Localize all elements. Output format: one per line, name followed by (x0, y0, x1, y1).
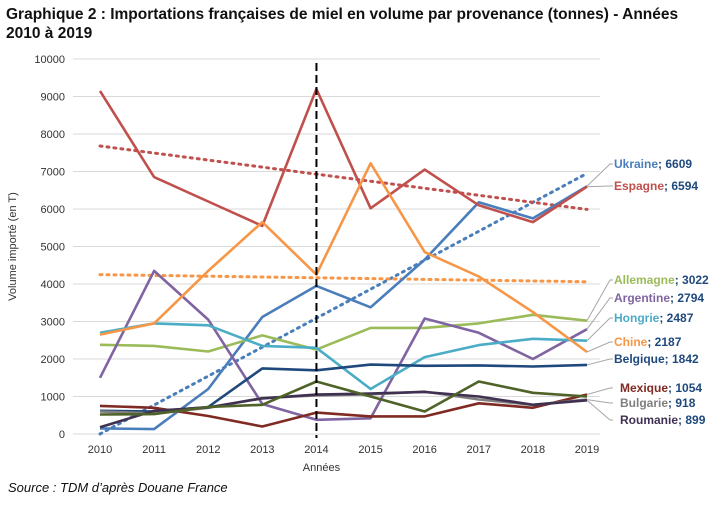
series-end-label-value: ; 918 (668, 396, 696, 410)
label-leader-line (586, 341, 613, 353)
series-line-roumanie (99, 390, 588, 429)
series-end-label-name: Chine (614, 335, 648, 349)
series-end-label-value: ; 6609 (658, 157, 692, 171)
x-tick-label: 2018 (521, 444, 545, 456)
label-leader-line (586, 358, 613, 366)
end-labels: Ukraine; 6609 Espagne; 6594 Allemagne; 302… (586, 157, 709, 427)
series-end-label-name: Hongrie (614, 311, 660, 325)
y-tick-label: 4000 (41, 279, 65, 291)
y-tick-label: 3000 (41, 317, 65, 329)
series-end-label: Roumanie; 899 (620, 413, 706, 427)
series-line-ukraine (99, 185, 588, 431)
label-leader-line (586, 185, 613, 188)
grid (73, 58, 600, 435)
series-end-label: Mexique; 1054 (620, 381, 702, 395)
x-axis-label: Années (303, 462, 341, 474)
label-leader-line (586, 399, 613, 421)
series-end-label: Belgique; 1842 (614, 352, 699, 366)
series-end-label: Ukraine; 6609 (614, 157, 692, 171)
x-tick-label: 2015 (358, 444, 382, 456)
label-leader-line (586, 399, 613, 404)
trendline-chine (98, 273, 589, 284)
x-tick-label: 2012 (196, 444, 220, 456)
trendlines (98, 144, 589, 436)
x-tick-label: 2011 (142, 444, 166, 456)
label-leader-line (586, 163, 613, 187)
series-end-label-value: ; 899 (678, 413, 706, 427)
y-axis-label: Volume importé (en T) (7, 192, 19, 301)
label-leader-line (586, 279, 613, 321)
label-leader-line (586, 297, 613, 330)
series-end-label-value: ; 2794 (670, 291, 704, 305)
x-tick-label: 2017 (467, 444, 491, 456)
series-end-label: Bulgarie; 918 (620, 396, 696, 410)
y-tick-label: 9000 (41, 92, 65, 104)
series-end-label: Chine; 2187 (614, 335, 682, 349)
series-line-allemagne (99, 313, 588, 353)
trendline-ukraine (98, 171, 589, 436)
y-tick-label: 1000 (41, 392, 65, 404)
chart-title: Graphique 2 : Importations françaises de… (6, 6, 679, 42)
series-end-label-name: Argentine (614, 291, 670, 305)
x-tick-label: 2013 (250, 444, 274, 456)
trendline-espagne (98, 144, 589, 211)
series-end-label-name: Espagne (614, 179, 664, 193)
series-line-espagne (98, 87, 588, 228)
y-tick-label: 7000 (41, 167, 65, 179)
series-end-label-name: Allemagne (614, 273, 675, 287)
x-tick-label: 2014 (304, 444, 328, 456)
series-end-label: Argentine; 2794 (614, 291, 704, 305)
label-leader-line (586, 387, 613, 395)
series-end-label-value: ; 3022 (675, 273, 709, 287)
y-tick-label: 8000 (41, 129, 65, 141)
label-leader-line (586, 317, 613, 342)
x-tick-label: 2010 (88, 444, 112, 456)
series-end-label-name: Mexique (620, 381, 668, 395)
y-axis-ticks: 0 1000 2000 3000 4000 5000 6000 7000 8000 9000 100… (34, 54, 65, 441)
y-tick-label: 10000 (34, 54, 65, 66)
series-end-label: Espagne; 6594 (614, 179, 698, 193)
x-tick-label: 2016 (412, 444, 436, 456)
series-end-label-name: Ukraine (614, 157, 658, 171)
series-line-argentine (98, 269, 588, 422)
series-end-label-value: ; 2187 (647, 335, 681, 349)
x-axis-ticks: 2010 2011 2012 2013 2014 2015 2016 2017 2018 2019 (88, 444, 599, 456)
series-line-hongrie (99, 322, 588, 391)
series-line-mexique-green (99, 380, 588, 416)
series-end-label-name: Belgique (614, 352, 665, 366)
y-tick-label: 5000 (41, 242, 65, 254)
y-tick-label: 2000 (41, 354, 65, 366)
series-end-label: Allemagne; 3022 (614, 273, 709, 287)
y-tick-label: 0 (59, 429, 65, 441)
y-tick-label: 6000 (41, 204, 65, 216)
source-note: Source : TDM d’après Douane France (8, 480, 228, 495)
x-tick-label: 2019 (575, 444, 599, 456)
series-line-chine (99, 162, 588, 354)
series-end-label-value: ; 1842 (665, 352, 699, 366)
series-lines (98, 87, 588, 431)
series-end-label-name: Bulgarie (620, 396, 668, 410)
series-end-label-name: Roumanie (620, 413, 678, 427)
series-end-label-value: ; 2487 (659, 311, 693, 325)
series-end-label: Hongrie; 2487 (614, 311, 694, 325)
series-end-label-value: ; 6594 (664, 179, 698, 193)
series-end-label-value: ; 1054 (668, 381, 702, 395)
